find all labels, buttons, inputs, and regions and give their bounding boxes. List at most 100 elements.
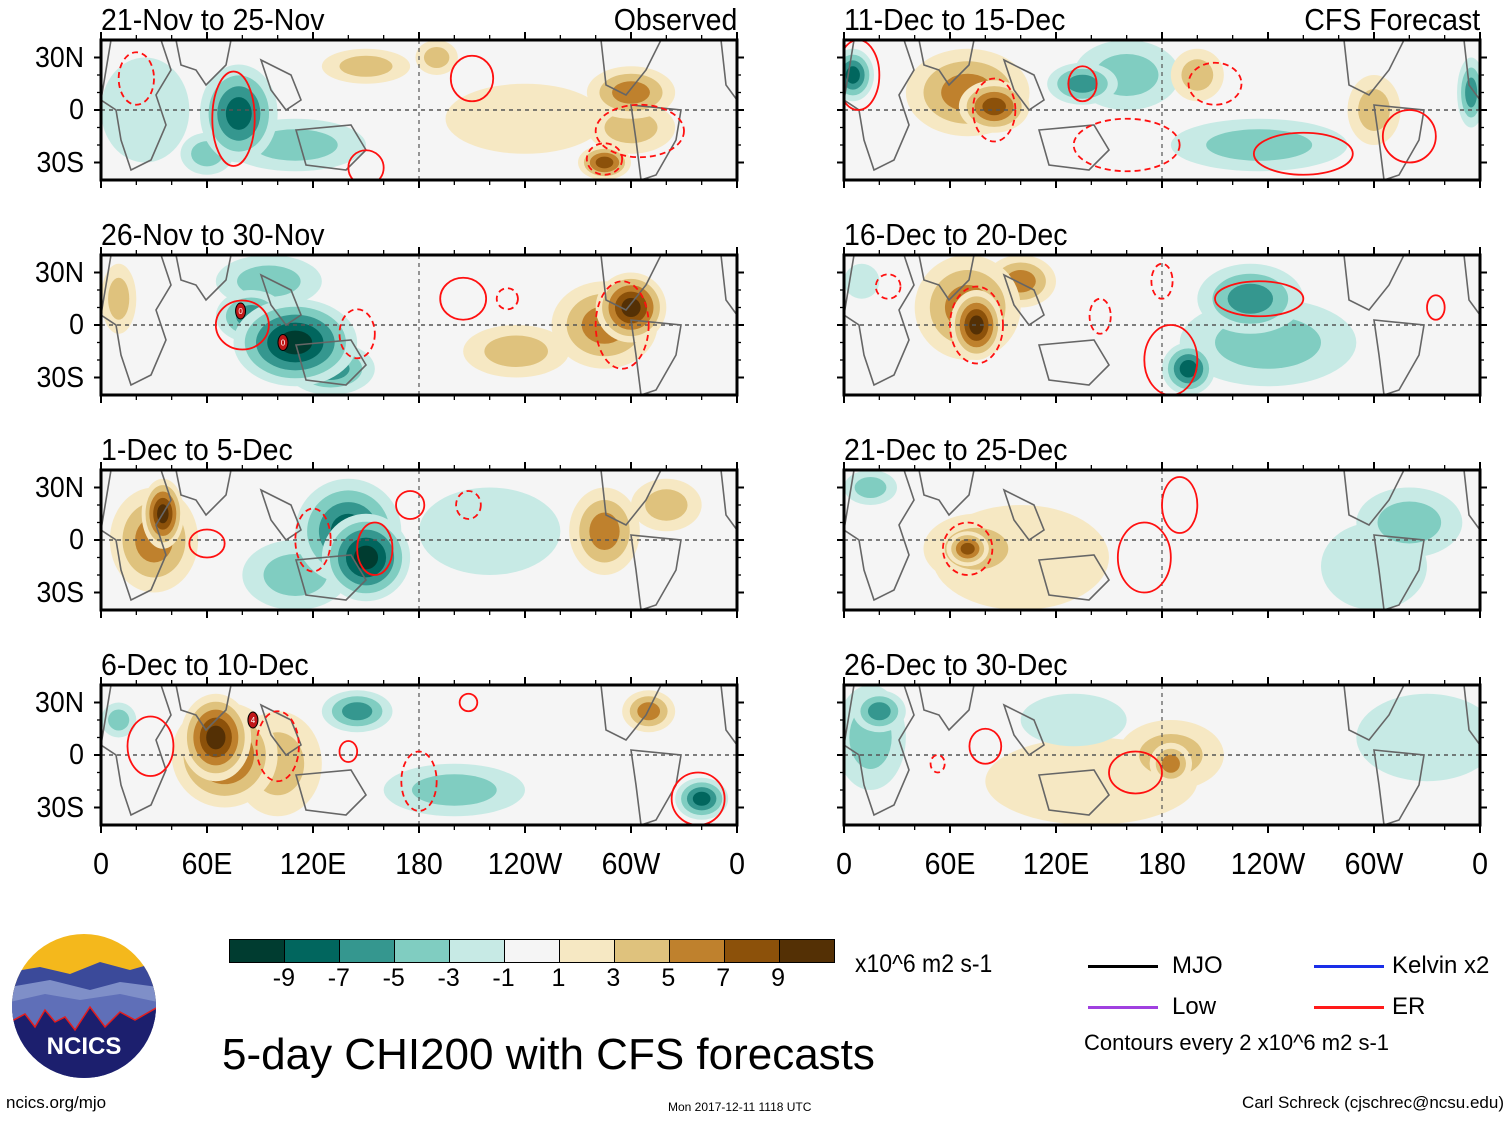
er-contour (1072, 117, 1181, 173)
coastline (294, 769, 368, 816)
coastline (720, 40, 737, 102)
y-tick-label: 0 (69, 309, 84, 341)
coastline (1463, 685, 1480, 747)
colorbar-tick-label: 5 (661, 964, 676, 992)
anomaly-fill (1356, 693, 1480, 782)
y-tick-label: 30S (36, 361, 84, 394)
coastline (175, 255, 232, 302)
er-contour (1214, 280, 1305, 318)
er-contour (117, 51, 155, 106)
svg-text:0: 0 (281, 339, 286, 348)
main-title: 5-day CHI200 with CFS forecasts (222, 1030, 875, 1079)
colorbar-tick-label: -3 (437, 964, 460, 992)
coastline (1463, 40, 1480, 102)
svg-text:4: 4 (251, 716, 256, 725)
coastline (259, 58, 302, 112)
er-contour (594, 103, 685, 159)
coastline (294, 339, 368, 386)
anomaly-fill (423, 47, 450, 68)
panel-title: 16-Dec to 20-Dec (844, 217, 1068, 252)
coastline (1463, 470, 1480, 532)
x-tick-label: 120W (1230, 846, 1306, 881)
legend-mjo-line (1088, 965, 1158, 968)
anomaly-fill (604, 111, 658, 144)
colorbar-tick-label: 1 (551, 964, 566, 992)
x-tick-label: 120E (279, 846, 347, 881)
er-contour (844, 40, 881, 111)
er-contour (458, 692, 479, 713)
er-contour (455, 490, 482, 520)
colorbar (229, 939, 835, 963)
colorbar-swatch (340, 940, 395, 962)
x-tick-label: 0 (1472, 846, 1488, 881)
anomaly-fill (595, 156, 614, 169)
anomaly-fill (1377, 501, 1442, 544)
er-contour (211, 70, 256, 167)
er-contour (347, 149, 385, 180)
coastline (294, 554, 368, 601)
anomaly-fill (1227, 283, 1274, 314)
er-contour (356, 521, 394, 576)
er-contour (214, 299, 270, 351)
anomaly-fill (1020, 693, 1127, 747)
er-contour (126, 715, 175, 777)
er-contour (400, 750, 438, 812)
coastline (1343, 255, 1405, 312)
er-contour (968, 727, 1003, 765)
anomaly-fill (445, 83, 605, 154)
anomaly-fill (101, 57, 190, 163)
x-tick-label: 120E (1022, 846, 1090, 881)
x-tick-label: 0 (93, 846, 109, 881)
coastline (844, 685, 915, 817)
map-canvas (94, 462, 744, 618)
anomaly-fill (969, 315, 984, 335)
map-canvas (837, 32, 1487, 188)
anomaly-fill (339, 55, 393, 77)
er-contour (1187, 61, 1243, 106)
coastline (1002, 703, 1045, 757)
map-panel: 11-Dec to 15-Dec CFS Forecast (837, 2, 1487, 188)
coastline (1373, 534, 1425, 610)
colorbar-tick-label: 3 (606, 964, 621, 992)
legend-low-line (1088, 1006, 1158, 1009)
colorbar-swatch (450, 940, 505, 962)
er-contour (294, 507, 332, 573)
anomaly-fill (692, 791, 711, 806)
coastline (101, 685, 172, 817)
coastline (1037, 339, 1111, 386)
anomaly-fill (1465, 77, 1478, 108)
coastline (1002, 273, 1045, 327)
colorbar-swatch (560, 940, 615, 962)
map-panel: 16-Dec to 20-Dec (837, 217, 1487, 403)
panel-tag: Observed (613, 2, 737, 37)
coastline (1002, 488, 1045, 542)
er-contour (338, 308, 376, 360)
x-tick-label: 0 (729, 846, 745, 881)
site-link[interactable]: ncics.org/mjo (6, 1093, 107, 1112)
anomaly-fill (278, 330, 313, 355)
map-canvas: 4 (94, 677, 744, 833)
map-canvas: 00 (94, 247, 744, 403)
anomaly-fill (108, 277, 130, 320)
y-tick-label: 30N (35, 41, 84, 74)
anomaly-fill (411, 774, 497, 806)
x-tick-label: 60W (1344, 846, 1404, 881)
er-contour (495, 287, 519, 311)
er-contour (1067, 65, 1098, 103)
map-panel: 6-Dec to 10-Dec 30N 0 30S 4 0 60E 120E 180 120W 60… (35, 647, 745, 881)
er-contour (1116, 521, 1172, 594)
colorbar-tick-label: 7 (716, 964, 731, 992)
er-contour (1150, 262, 1174, 300)
er-contour (972, 77, 1017, 143)
x-tick-label: 60E (181, 846, 233, 881)
anomaly-fill (621, 297, 641, 318)
anomaly-fill (867, 702, 891, 721)
anomaly-fill (844, 263, 880, 299)
coastline (259, 703, 302, 757)
colorbar-tick-label: -5 (382, 964, 405, 992)
anomaly-fill (960, 542, 975, 555)
colorbar-swatch (725, 940, 780, 962)
coastline (294, 124, 368, 171)
colorbar-tick-label: -1 (492, 964, 515, 992)
map-panel: 26-Dec to 30-Dec 0 60E 120E 180 120W 60W 0 (836, 647, 1488, 881)
